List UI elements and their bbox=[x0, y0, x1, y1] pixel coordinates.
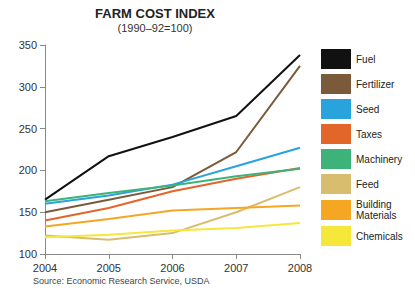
svg-text:250: 250 bbox=[19, 123, 37, 135]
svg-text:(1990–92=100): (1990–92=100) bbox=[118, 22, 193, 34]
svg-text:Taxes: Taxes bbox=[356, 129, 382, 140]
svg-text:350: 350 bbox=[19, 39, 37, 51]
svg-text:Source: Economic Research Serv: Source: Economic Research Service, USDA bbox=[33, 276, 210, 286]
svg-text:2004: 2004 bbox=[33, 262, 57, 274]
svg-text:Materials: Materials bbox=[356, 210, 397, 221]
svg-text:Seed: Seed bbox=[356, 104, 379, 115]
svg-text:300: 300 bbox=[19, 81, 37, 93]
svg-text:FARM COST INDEX: FARM COST INDEX bbox=[95, 6, 215, 21]
svg-text:Chemicals: Chemicals bbox=[356, 231, 403, 242]
svg-text:200: 200 bbox=[19, 164, 37, 176]
svg-text:150: 150 bbox=[19, 206, 37, 218]
svg-text:Building: Building bbox=[356, 199, 394, 210]
svg-text:2005: 2005 bbox=[97, 262, 121, 274]
svg-text:2008: 2008 bbox=[288, 262, 312, 274]
svg-text:100: 100 bbox=[19, 248, 37, 260]
svg-text:2007: 2007 bbox=[224, 262, 248, 274]
svg-text:Machinery: Machinery bbox=[356, 154, 402, 165]
svg-text:Fuel: Fuel bbox=[356, 54, 375, 65]
svg-text:Feed: Feed bbox=[356, 179, 379, 190]
svg-text:Fertilizer: Fertilizer bbox=[356, 79, 395, 90]
svg-text:2006: 2006 bbox=[160, 262, 184, 274]
